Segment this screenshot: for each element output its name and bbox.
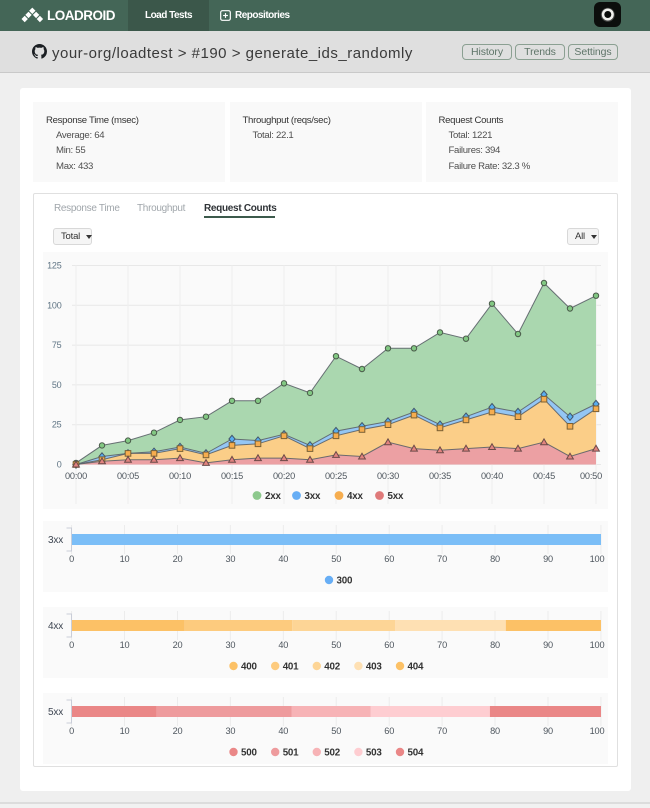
svg-text:0: 0 [69,640,74,650]
svg-text:10: 10 [120,640,130,650]
svg-text:10: 10 [120,554,130,564]
svg-text:400: 400 [241,662,257,673]
svg-text:20: 20 [173,726,183,736]
svg-text:70: 70 [437,554,447,564]
svg-text:60: 60 [384,554,394,564]
svg-text:20: 20 [173,640,183,650]
svg-text:30: 30 [225,726,235,736]
svg-text:3xx: 3xx [305,491,321,502]
svg-text:3xx: 3xx [48,535,63,546]
svg-text:30: 30 [225,554,235,564]
svg-text:402: 402 [324,662,340,673]
svg-text:50: 50 [331,726,341,736]
svg-text:2xx: 2xx [265,491,281,502]
svg-text:500: 500 [241,748,257,759]
svg-text:502: 502 [324,748,340,759]
svg-text:300: 300 [337,576,353,587]
svg-text:50: 50 [331,640,341,650]
svg-text:90: 90 [543,640,553,650]
svg-text:70: 70 [437,726,447,736]
svg-text:00:35: 00:35 [429,471,451,481]
svg-text:90: 90 [543,726,553,736]
svg-text:00:20: 00:20 [273,471,295,481]
svg-text:100: 100 [47,300,62,310]
svg-text:80: 80 [490,726,500,736]
svg-text:504: 504 [408,748,424,759]
svg-text:00:50: 00:50 [580,471,602,481]
svg-text:4xx: 4xx [347,491,363,502]
svg-text:403: 403 [366,662,382,673]
svg-text:40: 40 [278,726,288,736]
svg-text:00:25: 00:25 [325,471,347,481]
svg-text:50: 50 [52,380,62,390]
svg-text:25: 25 [52,420,62,430]
svg-text:100: 100 [590,640,605,650]
svg-text:0: 0 [57,460,62,470]
svg-text:40: 40 [278,554,288,564]
svg-text:4xx: 4xx [48,621,63,632]
svg-text:60: 60 [384,726,394,736]
svg-text:0: 0 [69,726,74,736]
svg-text:10: 10 [120,726,130,736]
svg-text:503: 503 [366,748,382,759]
svg-text:30: 30 [225,640,235,650]
svg-text:501: 501 [283,748,299,759]
svg-text:401: 401 [283,662,299,673]
svg-text:50: 50 [331,554,341,564]
svg-text:100: 100 [590,726,605,736]
svg-text:40: 40 [278,640,288,650]
svg-text:80: 80 [490,554,500,564]
svg-text:00:05: 00:05 [117,471,139,481]
svg-text:90: 90 [543,554,553,564]
svg-text:70: 70 [437,640,447,650]
svg-text:80: 80 [490,640,500,650]
svg-text:100: 100 [590,554,605,564]
svg-text:0: 0 [69,554,74,564]
svg-text:00:15: 00:15 [221,471,243,481]
svg-text:60: 60 [384,640,394,650]
svg-text:20: 20 [173,554,183,564]
svg-text:00:30: 00:30 [377,471,399,481]
svg-text:125: 125 [47,261,62,271]
svg-text:75: 75 [52,340,62,350]
svg-text:00:40: 00:40 [481,471,503,481]
svg-text:00:45: 00:45 [533,471,555,481]
svg-text:5xx: 5xx [48,707,63,718]
svg-text:00:10: 00:10 [169,471,191,481]
svg-text:5xx: 5xx [388,491,404,502]
svg-text:00:00: 00:00 [65,471,87,481]
svg-text:404: 404 [408,662,424,673]
